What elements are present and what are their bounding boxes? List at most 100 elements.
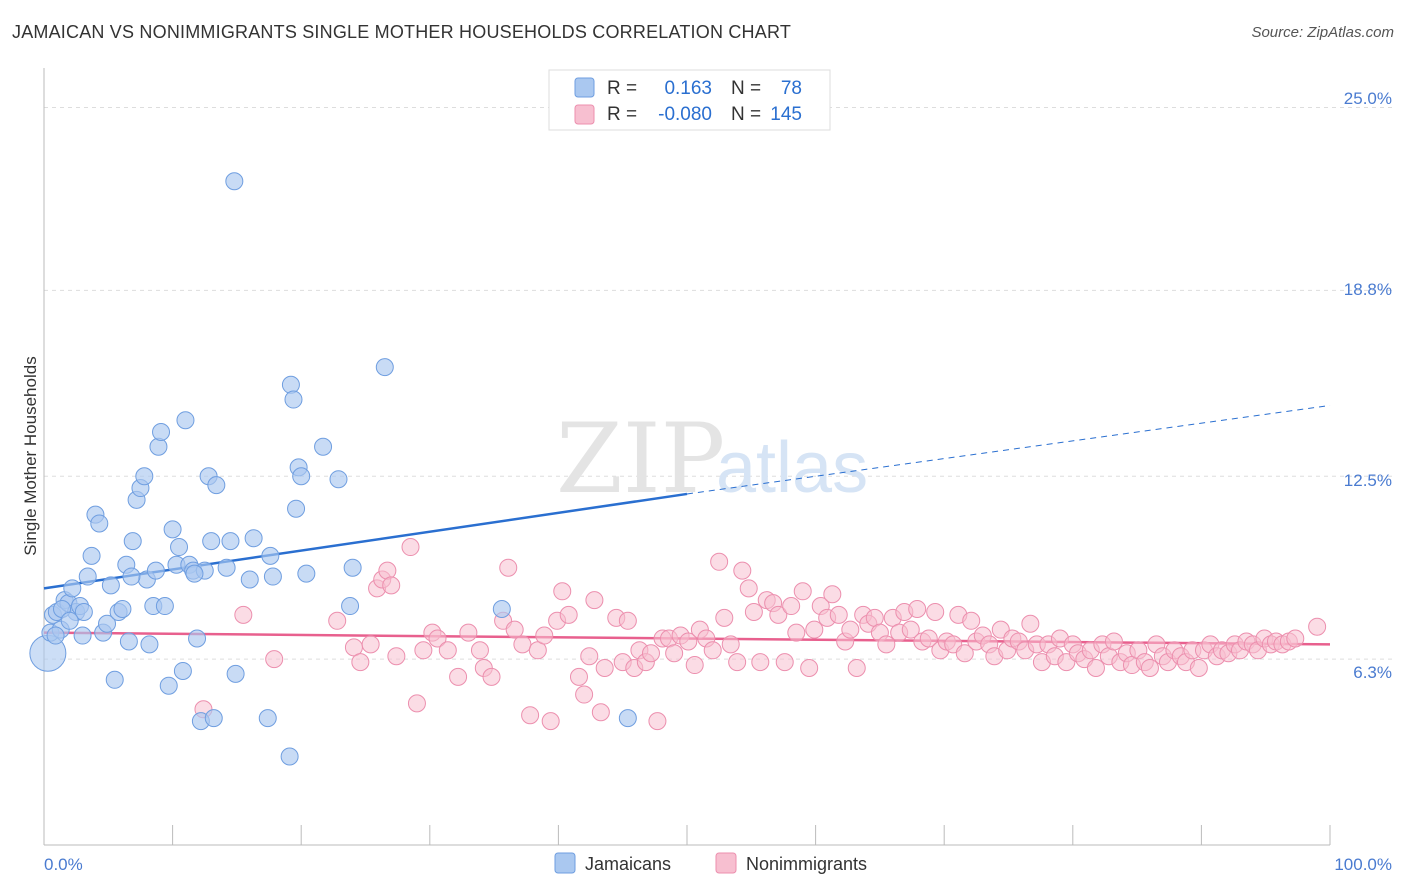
- data-point-nonimmigrants: [351, 653, 370, 672]
- legend-box: R = 0.163 N = 78 R = -0.080 N = 145: [548, 69, 831, 131]
- data-point-nonimmigrants: [591, 703, 610, 722]
- legend-n-label-jamaicans: N =: [731, 78, 761, 99]
- data-point-jamaicans: [146, 561, 165, 580]
- data-point-jamaicans: [240, 570, 259, 589]
- data-point-nonimmigrants: [535, 626, 554, 645]
- data-point-jamaicans: [60, 611, 79, 630]
- data-point-jamaicans: [101, 576, 120, 595]
- data-point-nonimmigrants: [1189, 659, 1208, 677]
- x-tick-label-0: 0.0%: [44, 855, 83, 874]
- data-point-jamaicans: [185, 564, 204, 583]
- data-point-nonimmigrants: [575, 685, 594, 704]
- data-point-jamaicans: [105, 670, 124, 689]
- data-point-jamaicans: [207, 476, 226, 495]
- data-point-jamaicans: [618, 709, 637, 728]
- data-point-nonimmigrants: [908, 600, 927, 618]
- data-point-nonimmigrants: [521, 706, 540, 725]
- data-point-jamaicans: [281, 375, 300, 394]
- data-point-jamaicans: [258, 709, 277, 728]
- data-point-nonimmigrants: [618, 611, 637, 630]
- data-point-nonimmigrants: [1140, 659, 1159, 677]
- data-point-jamaicans: [135, 467, 154, 486]
- data-point-jamaicans: [297, 564, 316, 583]
- data-point-nonimmigrants: [901, 620, 920, 639]
- watermark-atlas: atlas: [716, 428, 868, 508]
- data-point-nonimmigrants: [459, 623, 478, 642]
- x-tick-label-100: 100.0%: [1334, 855, 1392, 874]
- data-point-jamaicans: [292, 467, 311, 486]
- legend-r-label-jamaicans: R =: [607, 78, 637, 99]
- legend-n-label-nonimmigrants: N =: [731, 104, 761, 125]
- data-point-nonimmigrants: [265, 650, 284, 669]
- data-point-nonimmigrants: [541, 712, 560, 731]
- bottom-legend-swatch-nonimmigrants: [715, 852, 737, 874]
- data-point-nonimmigrants: [387, 647, 406, 666]
- data-point-nonimmigrants: [328, 611, 347, 630]
- data-point-jamaicans: [170, 538, 189, 557]
- trend-line-jamaicans-extension: [686, 404, 1331, 495]
- data-point-jamaicans: [155, 597, 174, 616]
- data-point-nonimmigrants: [641, 644, 660, 663]
- data-point-nonimmigrants: [1104, 632, 1123, 651]
- data-point-nonimmigrants: [513, 635, 532, 654]
- data-point-jamaicans: [343, 558, 362, 577]
- data-point-jamaicans: [98, 614, 117, 633]
- legend-swatch-jamaicans: [574, 77, 595, 98]
- legend-n-value-nonimmigrants: 145: [770, 104, 802, 125]
- y-tick-label-18-8: 18.8%: [1344, 280, 1392, 299]
- data-point-nonimmigrants: [769, 605, 788, 624]
- data-point-nonimmigrants: [775, 653, 794, 672]
- legend-swatch-nonimmigrants: [574, 104, 595, 125]
- data-point-nonimmigrants: [1021, 614, 1040, 633]
- data-point-nonimmigrants: [955, 644, 974, 663]
- data-point-jamaicans: [341, 597, 360, 616]
- data-point-nonimmigrants: [234, 605, 253, 624]
- data-point-jamaicans: [204, 709, 223, 728]
- data-point-jamaicans: [122, 567, 141, 586]
- data-point-nonimmigrants: [787, 623, 806, 642]
- data-point-jamaicans: [140, 635, 159, 654]
- data-point-nonimmigrants: [428, 629, 447, 648]
- data-point-nonimmigrants: [751, 653, 770, 672]
- data-point-nonimmigrants: [470, 641, 489, 660]
- data-point-nonimmigrants: [877, 635, 896, 654]
- data-point-jamaicans: [113, 600, 132, 618]
- data-point-nonimmigrants: [438, 641, 457, 660]
- data-point-jamaicans: [73, 626, 92, 645]
- data-point-jamaicans: [63, 579, 82, 598]
- data-point-nonimmigrants: [733, 561, 752, 580]
- data-point-nonimmigrants: [829, 605, 848, 624]
- watermark-zip: ZIP: [556, 403, 725, 515]
- legend-n-value-jamaicans: 78: [781, 78, 802, 99]
- data-point-jamaicans: [173, 661, 192, 680]
- legend-frame: [548, 69, 831, 131]
- data-point-jamaicans: [159, 676, 178, 695]
- data-point-nonimmigrants: [800, 659, 819, 677]
- bottom-legend: Jamaicans Nonimmigrants: [554, 852, 867, 874]
- data-point-jamaicans: [492, 600, 511, 618]
- data-point-nonimmigrants: [962, 611, 981, 630]
- data-point-nonimmigrants: [1286, 629, 1305, 648]
- y-axis-label: Single Mother Households: [21, 356, 40, 555]
- data-point-jamaicans: [176, 411, 195, 430]
- data-point-jamaicans: [263, 567, 282, 586]
- data-point-jamaicans: [329, 470, 348, 489]
- y-tick-label-25: 25.0%: [1344, 89, 1392, 108]
- data-point-nonimmigrants: [847, 659, 866, 677]
- data-point-nonimmigrants: [449, 667, 468, 686]
- data-point-nonimmigrants: [414, 641, 433, 660]
- data-point-nonimmigrants: [782, 597, 801, 616]
- data-point-nonimmigrants: [378, 561, 397, 580]
- data-point-nonimmigrants: [679, 632, 698, 651]
- y-tick-label-12-5: 12.5%: [1344, 471, 1392, 490]
- data-point-jamaicans: [163, 520, 182, 539]
- data-point-nonimmigrants: [703, 641, 722, 660]
- data-point-nonimmigrants: [721, 635, 740, 654]
- data-point-nonimmigrants: [407, 694, 426, 713]
- data-point-nonimmigrants: [919, 629, 938, 648]
- data-point-jamaicans: [226, 664, 245, 683]
- data-point-nonimmigrants: [926, 602, 945, 621]
- data-point-nonimmigrants: [823, 585, 842, 604]
- data-point-jamaicans: [261, 546, 280, 565]
